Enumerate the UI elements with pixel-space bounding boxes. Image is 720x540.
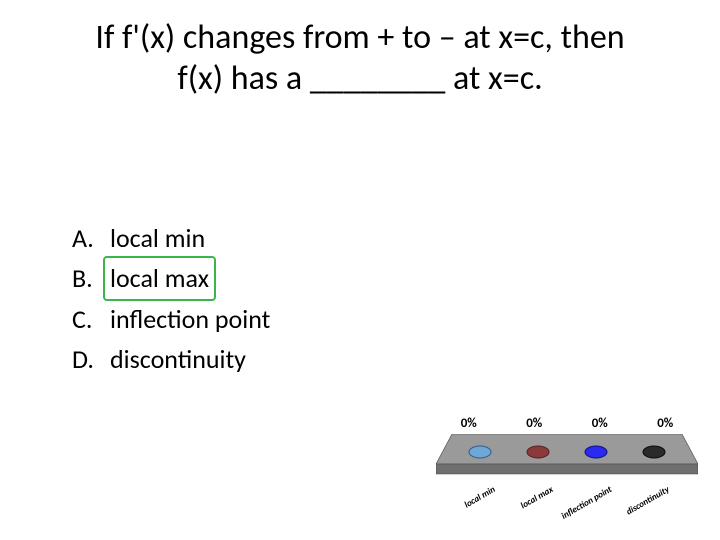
disc-icon bbox=[643, 446, 665, 458]
option-d[interactable]: D. discontinuity bbox=[72, 339, 274, 379]
answer-options: A. local min B. local max C. inflection … bbox=[72, 218, 274, 379]
option-text: local max bbox=[106, 258, 213, 298]
percent-value: 0% bbox=[437, 416, 501, 431]
response-chart: 0% 0% 0% 0% local min local max inflecti… bbox=[436, 406, 698, 518]
disc-icon bbox=[469, 446, 491, 458]
option-a[interactable]: A. local min bbox=[72, 218, 274, 258]
highlight-box bbox=[103, 256, 216, 300]
title-line-2: f(x) has a ________ at x=c. bbox=[177, 58, 542, 99]
option-letter: A. bbox=[72, 218, 106, 258]
option-letter: B. bbox=[72, 258, 106, 298]
percent-value: 0% bbox=[568, 416, 632, 431]
disc-icon bbox=[527, 446, 549, 458]
option-letter: C. bbox=[72, 299, 106, 339]
percent-value: 0% bbox=[633, 416, 697, 431]
question-title: If f'(x) changes from + to – at x=c, the… bbox=[40, 18, 680, 100]
option-text: inflection point bbox=[106, 299, 274, 339]
option-b[interactable]: B. local max bbox=[72, 258, 274, 298]
percent-value: 0% bbox=[502, 416, 566, 431]
platform-svg bbox=[436, 434, 698, 476]
chart-labels: local min local max inflection point dis… bbox=[436, 478, 698, 518]
percent-row: 0% 0% 0% 0% bbox=[436, 416, 698, 431]
disc-icon bbox=[585, 446, 607, 458]
option-letter: D. bbox=[72, 339, 106, 379]
title-line-1: If f'(x) changes from + to – at x=c, the… bbox=[95, 17, 624, 58]
chart-label: local max bbox=[519, 484, 555, 511]
option-c[interactable]: C. inflection point bbox=[72, 299, 274, 339]
chart-label: discontinuity bbox=[625, 484, 672, 517]
option-text: discontinuity bbox=[106, 339, 250, 379]
option-text: local min bbox=[106, 218, 209, 258]
chart-label: local min bbox=[463, 484, 498, 510]
platform-front bbox=[436, 464, 698, 474]
chart-label: inflection point bbox=[559, 484, 613, 522]
